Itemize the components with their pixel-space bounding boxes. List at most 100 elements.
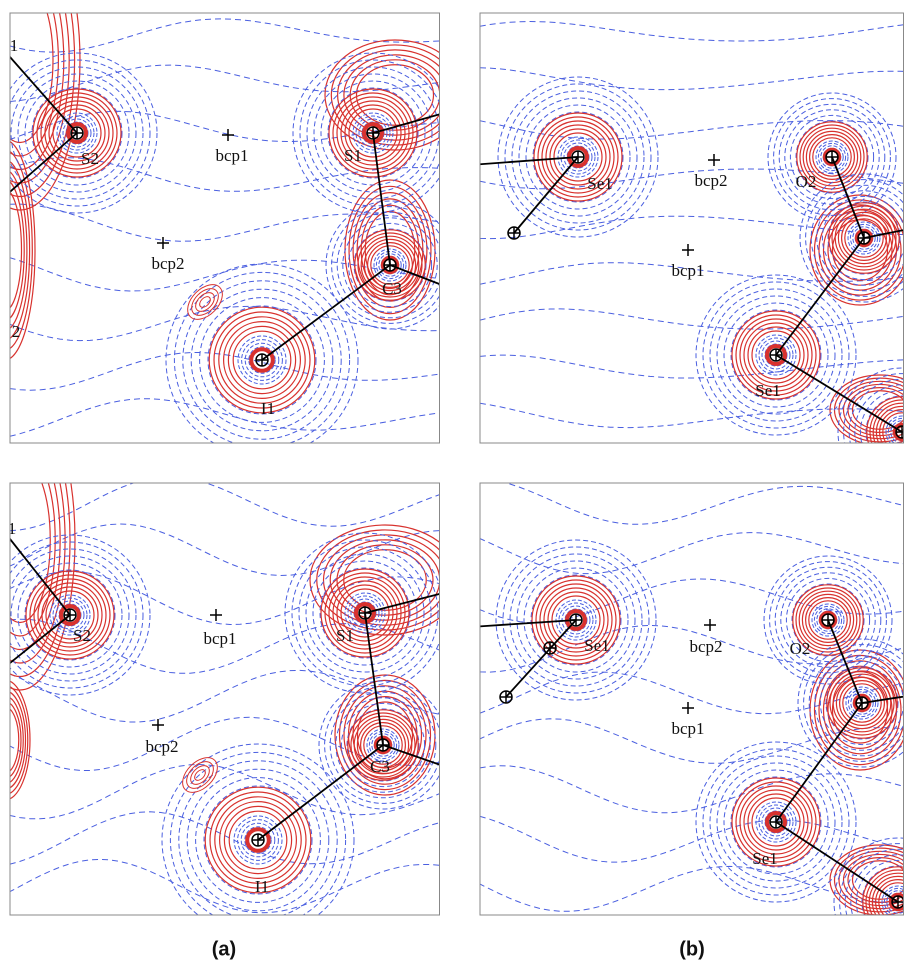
atom-label: bcp1 bbox=[215, 146, 248, 165]
contour-line bbox=[780, 572, 876, 668]
atom-label: Se1 bbox=[752, 849, 778, 868]
contour-line bbox=[778, 103, 886, 211]
atom-label: 1 bbox=[10, 36, 19, 55]
atom-label: bcp1 bbox=[671, 261, 704, 280]
contour-line bbox=[804, 596, 851, 643]
contour-line bbox=[360, 721, 407, 768]
contour-line bbox=[10, 13, 65, 171]
contour-line bbox=[24, 569, 116, 661]
contour-line bbox=[785, 577, 871, 663]
contour-line bbox=[523, 567, 629, 673]
bond-path bbox=[372, 132, 391, 266]
contour-line bbox=[195, 292, 215, 312]
contour-line bbox=[356, 718, 410, 772]
atom-core bbox=[888, 892, 904, 912]
contour-line bbox=[791, 583, 865, 657]
contour-line bbox=[10, 150, 33, 350]
contour-line bbox=[10, 160, 31, 340]
contour-line bbox=[10, 702, 22, 778]
contour-line bbox=[370, 245, 410, 285]
contour-line bbox=[763, 555, 893, 685]
contour-line bbox=[835, 676, 889, 730]
nucleus bbox=[0, 514, 1, 526]
bond-path bbox=[257, 744, 384, 841]
contour-line bbox=[839, 843, 904, 915]
contour-line bbox=[32, 88, 122, 178]
contour-line bbox=[346, 708, 420, 782]
contour-line bbox=[336, 584, 394, 642]
contour-line bbox=[209, 791, 307, 889]
contour-line bbox=[41, 586, 99, 644]
panel-border bbox=[9, 482, 440, 916]
contour-line bbox=[190, 765, 210, 785]
contour-line bbox=[812, 137, 852, 177]
nucleus bbox=[770, 349, 782, 361]
contour-line bbox=[716, 762, 836, 882]
contour-line bbox=[834, 208, 894, 268]
nucleus bbox=[384, 259, 396, 271]
nucleus bbox=[856, 697, 868, 709]
contour-line bbox=[344, 104, 402, 162]
contour-line bbox=[49, 594, 91, 636]
nucleus bbox=[71, 127, 83, 139]
contour-line bbox=[340, 702, 426, 788]
contour-line bbox=[865, 395, 904, 443]
contour-line bbox=[828, 202, 900, 274]
atom-core bbox=[765, 344, 787, 366]
contour-line bbox=[743, 322, 809, 388]
contour-line bbox=[827, 201, 901, 275]
atom-core bbox=[892, 422, 904, 442]
atom-label: 1 bbox=[8, 519, 17, 538]
contour-line bbox=[847, 688, 877, 718]
contour-line bbox=[795, 120, 869, 194]
contour-line bbox=[541, 120, 615, 194]
contour-line bbox=[55, 600, 85, 630]
contour-line bbox=[353, 715, 413, 775]
contour-line bbox=[214, 796, 302, 884]
atom-label: bcp1 bbox=[671, 719, 704, 738]
contour-line bbox=[10, 716, 440, 772]
contour-line bbox=[355, 115, 391, 151]
contour-line bbox=[340, 100, 406, 166]
contour-line bbox=[816, 190, 904, 286]
contour-line bbox=[813, 199, 904, 301]
atom-label: Se1 bbox=[587, 174, 613, 193]
contour-line bbox=[818, 660, 902, 760]
nucleus bbox=[449, 104, 461, 116]
contour-line bbox=[747, 793, 805, 851]
nucleus bbox=[0, 514, 1, 526]
contour-line bbox=[849, 223, 879, 253]
contour-line bbox=[480, 578, 904, 624]
contour-line bbox=[480, 718, 904, 764]
contour-line bbox=[751, 330, 801, 380]
contour-line bbox=[815, 140, 849, 174]
nucleus bbox=[367, 127, 379, 139]
bond-path bbox=[480, 156, 579, 166]
contour-line bbox=[774, 566, 882, 674]
contour-line bbox=[810, 184, 904, 292]
contour-line bbox=[504, 483, 904, 525]
contour-line bbox=[844, 848, 904, 915]
contour-line bbox=[10, 534, 151, 696]
contour-line bbox=[248, 346, 276, 374]
contour-line bbox=[330, 44, 440, 146]
contour-line bbox=[48, 104, 106, 162]
contour-line bbox=[743, 789, 809, 855]
contour-line bbox=[338, 679, 432, 791]
contour-line bbox=[561, 605, 591, 635]
contour-line bbox=[352, 112, 394, 154]
panel: 1 S2 bcp1 S1 bcp2 C3 2 I1 bbox=[10, 13, 461, 443]
contour-line bbox=[219, 800, 298, 879]
contour-line bbox=[10, 351, 440, 391]
contour-line bbox=[761, 807, 791, 837]
contour-line bbox=[883, 887, 904, 915]
nucleus bbox=[822, 614, 834, 626]
contour-line bbox=[545, 124, 611, 190]
contour-line bbox=[833, 837, 904, 915]
contour-line bbox=[882, 412, 904, 443]
bond-path bbox=[480, 619, 577, 628]
contour-line bbox=[208, 306, 316, 414]
contour-line bbox=[480, 765, 904, 814]
contour-line bbox=[723, 769, 829, 875]
nucleus bbox=[449, 764, 461, 776]
